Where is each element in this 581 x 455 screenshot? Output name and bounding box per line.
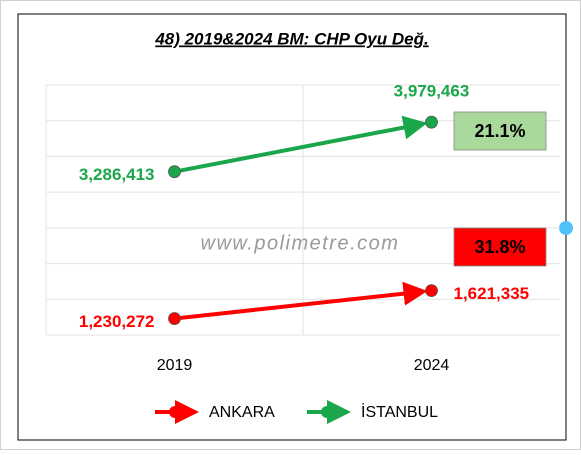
data-label: 1,621,335: [454, 284, 530, 303]
change-box: [453, 227, 547, 267]
series-line: [174, 281, 428, 321]
x-tick-label: 2019: [157, 357, 193, 374]
legend-marker: [321, 406, 333, 418]
change-label: 31.8%: [474, 237, 525, 257]
chart-title: 48) 2019&2024 BM: CHP Oyu Değ.: [154, 29, 428, 48]
change-box: [453, 111, 547, 151]
legend-marker: [169, 406, 181, 418]
point: [168, 165, 181, 179]
point: [425, 115, 438, 129]
point: [168, 312, 181, 325]
data-label: 3,979,463: [394, 82, 470, 101]
point: [425, 284, 438, 298]
legend-label: ANKARA: [209, 404, 275, 421]
chart-area: [17, 13, 567, 441]
watermark: www.polimetre.com: [201, 232, 400, 254]
legend-label: İSTANBUL: [361, 402, 438, 421]
series-line: [174, 115, 428, 174]
change-label: 21.1%: [474, 121, 525, 141]
selection-handle: [559, 221, 573, 235]
data-label: 3,286,413: [79, 165, 155, 184]
data-label: 1,230,272: [79, 312, 155, 331]
x-tick-label: 2024: [414, 357, 450, 374]
